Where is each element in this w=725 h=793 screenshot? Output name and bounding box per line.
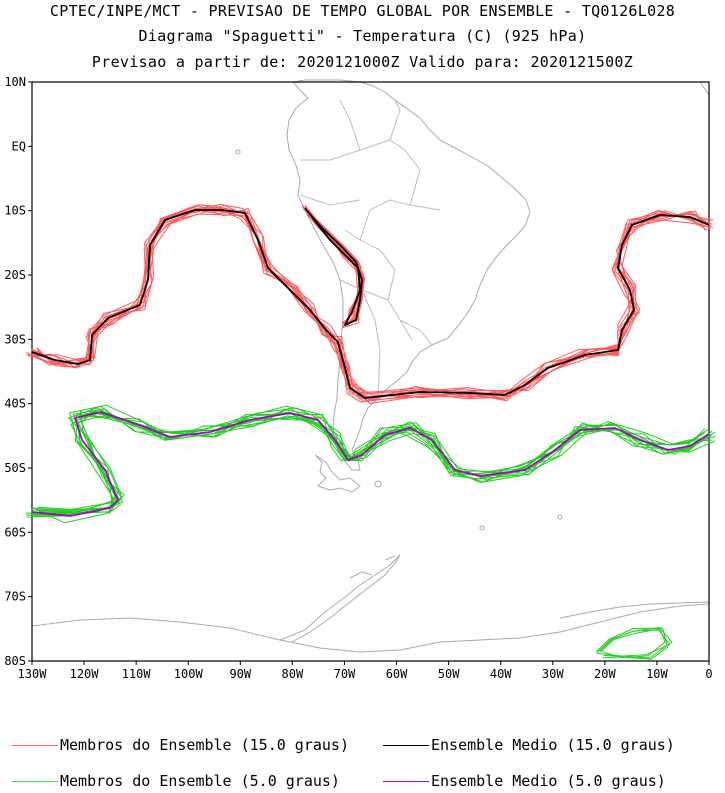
lat-label: 50S	[4, 461, 26, 475]
south-georgia	[479, 525, 485, 531]
sandwich-islands	[557, 514, 563, 520]
antarctic-peninsula	[279, 554, 401, 643]
legend-label-members-15: Membros do Ensemble (15.0 graus)	[60, 736, 349, 754]
tierra-del-fuego	[314, 454, 361, 493]
legend-row-1: Membros do Ensemble (15.0 graus) Ensembl…	[0, 733, 725, 757]
legend-label-members-5: Membros do Ensemble (5.0 graus)	[60, 772, 340, 790]
lat-label: EQ	[12, 139, 26, 153]
member-contour-5	[599, 627, 666, 659]
member-contour-15	[27, 203, 711, 395]
legend-swatch-red	[12, 744, 58, 746]
lat-label: 10N	[4, 75, 26, 89]
lon-label: 120W	[70, 667, 100, 681]
member-contour-15	[33, 207, 705, 398]
lon-label: 10W	[646, 667, 668, 681]
mean-contour-15	[304, 207, 363, 326]
member-contour-15	[30, 207, 708, 400]
member-contour-15	[33, 207, 705, 401]
legend-row-2: Membros do Ensemble (5.0 graus) Ensemble…	[0, 769, 725, 793]
antarctic-islands	[349, 555, 396, 579]
lon-label: 50W	[438, 667, 460, 681]
contour-lines	[25, 203, 716, 660]
lon-label: 20W	[594, 667, 616, 681]
legend-item-members-5: Membros do Ensemble (5.0 graus)	[12, 769, 340, 793]
title-line-1: CPTEC/INPE/MCT - PREVISAO DE TEMPO GLOBA…	[49, 2, 676, 20]
lon-label: 0	[705, 667, 712, 681]
country-borders	[299, 99, 441, 399]
legend-item-mean-15: Ensemble Medio (15.0 graus)	[383, 733, 675, 757]
member-contour-5	[29, 407, 709, 524]
legend-item-mean-5: Ensemble Medio (5.0 graus)	[383, 769, 666, 793]
legend-item-members-15: Membros do Ensemble (15.0 graus)	[12, 733, 349, 757]
legend-swatch-purple	[383, 780, 429, 782]
lon-label: 60W	[386, 667, 408, 681]
falklands	[374, 480, 382, 488]
title-line-3: Previsao a partir de: 2020121000Z Valido…	[91, 53, 634, 71]
weddell-ice	[559, 601, 710, 619]
member-contour-15	[26, 204, 712, 403]
member-contour-5	[38, 405, 706, 513]
legend-swatch-black	[383, 744, 429, 746]
lat-label: 10S	[4, 204, 26, 218]
member-contour-15	[36, 210, 714, 399]
antarctica-coast	[31, 603, 710, 653]
right-edge-coast	[699, 81, 710, 96]
title-line-2: Diagrama "Spaguetti" - Temperatura (C) (…	[138, 27, 587, 45]
member-contour-15	[37, 204, 713, 401]
lon-label: 40W	[490, 667, 512, 681]
legend-label-mean-5: Ensemble Medio (5.0 graus)	[431, 772, 666, 790]
mean-contour-15	[31, 209, 710, 399]
lon-label: 130W	[18, 667, 48, 681]
lon-label: 80W	[282, 667, 304, 681]
lat-label: 60S	[4, 525, 26, 539]
plot-frame	[31, 81, 710, 662]
galapagos	[235, 149, 241, 155]
member-contour-5	[600, 628, 671, 657]
lon-label: 90W	[229, 667, 251, 681]
lat-label: 70S	[4, 590, 26, 604]
south-america-coast	[286, 79, 531, 471]
mean-contour-5	[31, 411, 710, 517]
lat-label: 20S	[4, 268, 26, 282]
legend-label-mean-15: Ensemble Medio (15.0 graus)	[431, 736, 675, 754]
lon-label: 110W	[122, 667, 152, 681]
member-contour-5	[37, 405, 705, 510]
lat-label: 40S	[4, 397, 26, 411]
lat-label: 30S	[4, 332, 26, 346]
lon-label: 100W	[174, 667, 204, 681]
lat-label: 80S	[4, 654, 26, 668]
lon-label: 30W	[542, 667, 564, 681]
coastlines	[31, 79, 710, 653]
lon-label: 70W	[334, 667, 356, 681]
legend-swatch-green	[12, 780, 58, 782]
